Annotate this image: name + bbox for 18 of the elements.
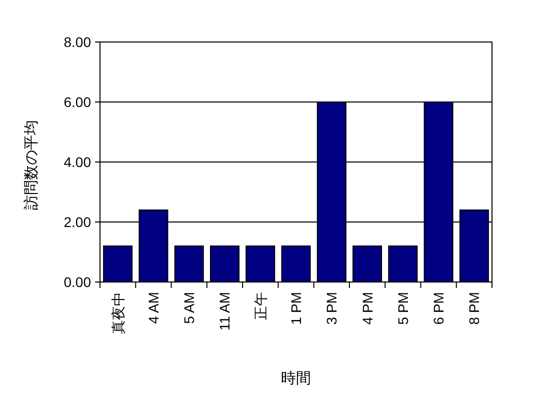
x-tick-label: 4 AM	[145, 292, 162, 324]
y-axis-title: 訪問数の平均	[23, 120, 40, 210]
x-tick-label: 5 PM	[394, 292, 411, 325]
x-tick-label: 5 AM	[181, 292, 198, 324]
y-tick-label: 0.00	[64, 274, 92, 290]
y-tick-label: 8.00	[64, 34, 92, 50]
x-tick-label: 真夜中	[110, 292, 126, 334]
x-tick-label: 正午	[252, 292, 268, 320]
y-tick-label: 2.00	[64, 214, 92, 230]
x-axis-title: 時間	[281, 370, 311, 387]
x-tick-label: 3 PM	[324, 292, 340, 325]
x-tick-label: 8 PM	[466, 292, 482, 325]
x-tick-label: 11 AM	[216, 292, 233, 331]
x-tick-label: 1 PM	[288, 292, 304, 325]
y-tick-label: 6.00	[64, 94, 92, 110]
x-tick-label: 6 PM	[430, 292, 447, 325]
x-tick-label: 4 PM	[359, 292, 376, 325]
y-tick-label: 4.00	[64, 154, 92, 170]
